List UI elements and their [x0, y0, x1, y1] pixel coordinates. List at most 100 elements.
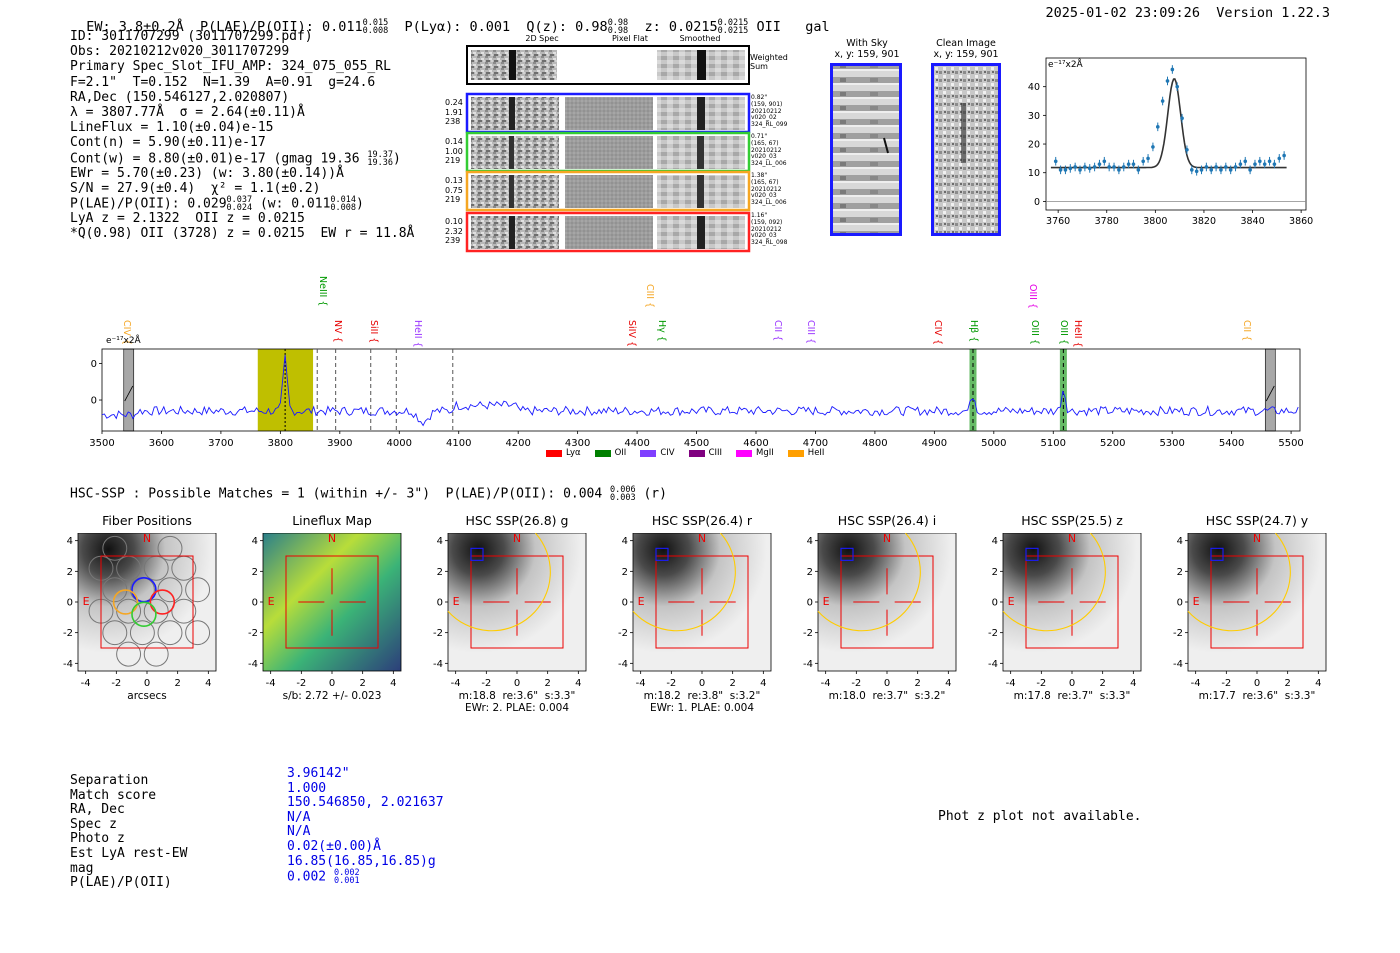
cutout-row-1-right: 0.82" (159, 901) 20210212 v020_02 324_RL_099 [751, 94, 788, 129]
panel-ytick-label: 2 [67, 567, 73, 578]
spectrum-xtick-label: 5300 [1159, 438, 1184, 449]
value-lya-ew: 0.02(±0.00)Å [287, 838, 381, 854]
fit-ytick-label: 0 [1034, 197, 1040, 208]
info-primary: Primary Spec_Slot_IFU_AMP: 324_075_055_R… [70, 59, 391, 75]
matched-line-band [1059, 349, 1067, 431]
z-tail: OII gal [756, 19, 830, 35]
spectrum-xtick-label: 4700 [803, 438, 828, 449]
panel-xtick-label: 0 [699, 678, 705, 689]
panel-image [1002, 533, 1142, 672]
fiber-circle [185, 577, 211, 603]
panel-ytick-label: 2 [992, 567, 998, 578]
fit-point [1282, 153, 1286, 158]
panel-xtick-label: 4 [205, 678, 211, 689]
panel-ytick-label: 2 [622, 567, 628, 578]
image-panel: N E 4 2 0 -2 -4 -4 -2 0 2 4 [248, 533, 402, 689]
fit-point [1073, 165, 1077, 169]
plae-fraction: 0.015 0.008 [362, 18, 389, 36]
panel-xtick-label: 2 [914, 678, 920, 689]
info-q-oii: *Q(0.98) OII (3728) z = 0.0215 EW r = 11… [70, 226, 415, 242]
fit-point [1131, 162, 1136, 166]
compass-east: E [1008, 595, 1015, 608]
fiber-circle [157, 620, 183, 646]
panel-ytick-label: 2 [437, 567, 443, 578]
aperture-box [840, 555, 934, 649]
fit-xtick-label: 3840 [1240, 216, 1264, 227]
match-ellipse [817, 533, 921, 632]
fit-ytick-label: 30 [1028, 111, 1040, 122]
legend-ciii: CIII [688, 448, 722, 458]
fit-point [1267, 159, 1272, 164]
spectrum-xtick-label: 4300 [565, 438, 590, 449]
spectrum-xtick-label: 3600 [149, 438, 174, 449]
z-fraction: 0.0215 0.0215 [717, 18, 749, 36]
match-marker [470, 547, 484, 561]
fit-point [1141, 159, 1145, 164]
legend-swatch [736, 449, 753, 457]
panel-image [632, 533, 772, 672]
panel-ytick-label: -2 [1173, 628, 1183, 639]
image-panel-title: HSC SSP(26.8) g [465, 513, 569, 528]
panel-xlabel: m:18.0 re:3.7" s:3.2" [828, 690, 946, 702]
fit-point [1204, 165, 1209, 169]
legend-oii: OII [594, 448, 626, 458]
image-panel: N E 4 2 0 -2 -4 -4 -2 0 2 4 [63, 533, 217, 689]
panel-ytick-label: 4 [622, 536, 628, 547]
panel-image [262, 533, 402, 672]
match-marker [655, 547, 669, 561]
fit-ytick-label: 10 [1028, 168, 1040, 179]
match-ellipse [1002, 533, 1106, 632]
fit-point [1219, 168, 1223, 172]
info-sn: S/N = 27.9(±0.4) χ² = 1.1(±0.2) [70, 180, 321, 196]
info-lya-z: LyA z = 2.1322 OII z = 0.0215 [70, 211, 305, 227]
label-ra-dec: RA, Dec [70, 802, 125, 818]
panel-xtick-label: 4 [390, 678, 396, 689]
fiber-circle [157, 577, 183, 603]
panel-ytick-label: 0 [992, 598, 998, 609]
panel-ytick-label: -4 [433, 659, 443, 670]
label-spec-z: Spec z [70, 816, 117, 832]
fit-xtick-label: 3820 [1192, 216, 1216, 227]
panel-xtick-label: -4 [636, 678, 646, 689]
with-sky-title: With Sky x, y: 159, 901 [834, 38, 900, 60]
spectrum-ytick-label: 20 [90, 396, 97, 407]
legend-civ: CIV [640, 448, 675, 458]
image-panel-title: HSC SSP(24.7) y [1205, 513, 1309, 528]
spectrum-xtick-label: 5100 [1041, 438, 1066, 449]
spectrum-xtick-label: 4500 [684, 438, 709, 449]
panel-ytick-label: -2 [988, 628, 998, 639]
panel-xtick-label: -2 [851, 678, 861, 689]
panel-image [817, 533, 957, 672]
label-photo-z: Photo z [70, 831, 125, 847]
value-photo-z: N/A [287, 824, 311, 840]
panel-xtick-label: 2 [729, 678, 735, 689]
fiber-circle [102, 620, 128, 646]
match-ellipse [1187, 533, 1291, 632]
fit-point [1262, 162, 1267, 166]
fit-point [1165, 79, 1170, 83]
fit-ytick-label: 40 [1028, 82, 1040, 93]
fit-point [1151, 145, 1155, 149]
panel-xtick-label: 0 [329, 678, 335, 689]
panel-ytick-label: -4 [1173, 659, 1183, 670]
fit-point [1102, 159, 1107, 164]
panel-ytick-label: 4 [252, 536, 258, 547]
line-fit-plot: 0 10 20 30 40 3760 3780 3800 3820 3840 3860 [1028, 57, 1313, 227]
spectrum-frame [101, 348, 1301, 432]
compass-east: E [83, 595, 90, 608]
match-table-labels: Separation Match score RA, Dec Spec z Ph… [70, 773, 187, 891]
phot-z-note: Phot z plot not available. [938, 809, 1142, 824]
compass-north: N [883, 533, 891, 545]
label-plae: P(LAE)/P(OII) [70, 875, 172, 891]
compass-north: N [143, 533, 151, 545]
image-panel-title: Fiber Positions [102, 513, 192, 528]
value-separation: 3.96142" [287, 766, 350, 781]
fit-point [1136, 168, 1141, 172]
panel-xtick-label: 2 [544, 678, 550, 689]
panel-ytick-label: -4 [618, 659, 628, 670]
spectrum-xtick-label: 5000 [981, 438, 1006, 449]
fiber-circle [171, 598, 197, 624]
spectrum-xtick-label: 5200 [1100, 438, 1125, 449]
image-panel-title: HSC SSP(26.4) r [651, 513, 753, 528]
match-marker [840, 547, 854, 561]
